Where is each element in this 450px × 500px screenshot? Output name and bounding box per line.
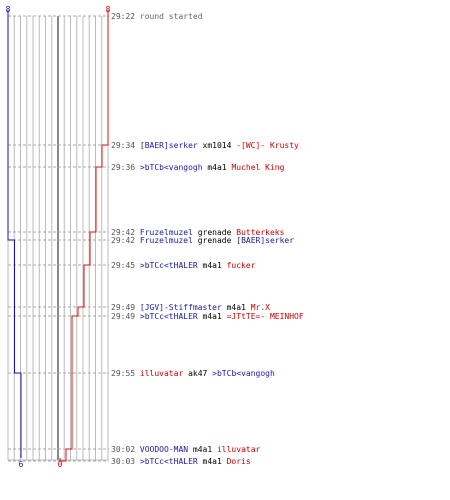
event-row: 29:49 >bTCc<tHALER m4a1 =JTtTE=- MEINHOF bbox=[111, 312, 304, 321]
blue-end-count: 6 bbox=[19, 460, 24, 469]
event-text: m4a1 bbox=[188, 445, 217, 454]
event-text: Doris bbox=[227, 457, 251, 466]
red-end-count: 0 bbox=[58, 460, 63, 469]
event-row: 29:22 round started bbox=[111, 12, 203, 21]
event-row: 29:49 [JGV]-Stiffmaster m4a1 Mr.X bbox=[111, 303, 270, 312]
event-text: [BAER]serker bbox=[140, 141, 198, 150]
event-text: ak47 bbox=[183, 369, 212, 378]
red-team-line bbox=[59, 10, 109, 462]
event-text: m4a1 bbox=[203, 163, 232, 172]
event-rows: 29:22 round started 29:34 [BAER]serker xm… bbox=[8, 12, 304, 466]
event-row: 29:55 illuvatar ak47 >bTCb<vangogh bbox=[111, 369, 275, 378]
event-row: 30:03 >bTCc<tHALER m4a1 Doris bbox=[111, 457, 251, 466]
event-text: illuvatar bbox=[140, 369, 184, 378]
event-time: 30:02 bbox=[111, 445, 140, 454]
event-row: 29:42 Fruzelmuzel grenade [BAER]serker bbox=[111, 236, 294, 245]
event-time: 29:34 bbox=[111, 141, 140, 150]
event-text: Butterkeks bbox=[236, 228, 284, 237]
event-text: >bTCc<tHALER bbox=[140, 312, 198, 321]
event-time: 29:22 bbox=[111, 12, 140, 21]
event-text: m4a1 bbox=[198, 261, 227, 270]
event-row: 30:02 VOODOO-MAN m4a1 illuvatar bbox=[111, 445, 261, 454]
event-time: 29:36 bbox=[111, 163, 140, 172]
event-text: [BAER]serker bbox=[236, 236, 294, 245]
event-text: >bTCc<tHALER bbox=[140, 457, 198, 466]
event-text: fucker bbox=[227, 261, 256, 270]
event-time: 29:42 bbox=[111, 236, 140, 245]
event-text: Fruzelmuzel bbox=[140, 228, 193, 237]
event-text: m4a1 bbox=[222, 303, 251, 312]
event-time: 29:49 bbox=[111, 303, 140, 312]
event-row: 29:36 >bTCb<vangogh m4a1 Muchel King bbox=[111, 163, 285, 172]
event-text: m4a1 bbox=[198, 457, 227, 466]
event-time: 29:49 bbox=[111, 312, 140, 321]
event-text: [JGV]-Stiffmaster bbox=[140, 303, 222, 312]
event-time: 29:55 bbox=[111, 369, 140, 378]
event-text: >bTCb<vangogh bbox=[140, 163, 203, 172]
event-row: 29:34 [BAER]serker xm1014 -[WC]- Krusty bbox=[111, 141, 299, 150]
event-text: Fruzelmuzel bbox=[140, 236, 193, 245]
grid-layer bbox=[7, 16, 109, 461]
event-text: round started bbox=[140, 12, 203, 21]
event-time: 30:03 bbox=[111, 457, 140, 466]
event-text: -[WC]- Krusty bbox=[236, 141, 299, 150]
event-row: 29:42 Fruzelmuzel grenade Butterkeks bbox=[111, 228, 285, 237]
event-text: Muchel King bbox=[231, 163, 284, 172]
event-text: grenade bbox=[193, 236, 236, 245]
blue-team-line bbox=[7, 10, 22, 458]
event-row: 29:45 >bTCc<tHALER m4a1 fucker bbox=[111, 261, 256, 270]
blue-start-count: 8 bbox=[6, 5, 11, 14]
event-text: >bTCc<tHALER bbox=[140, 261, 198, 270]
event-text: m4a1 bbox=[198, 312, 227, 321]
red-start-count: 8 bbox=[106, 5, 111, 14]
event-text: =JTtTE=- MEINHOF bbox=[227, 312, 304, 321]
event-text: xm1014 bbox=[198, 141, 237, 150]
event-text: grenade bbox=[193, 228, 236, 237]
event-text: >bTCb<vangogh bbox=[212, 369, 275, 378]
event-text: illuvatar bbox=[217, 445, 261, 454]
event-time: 29:45 bbox=[111, 261, 140, 270]
event-text: Mr.X bbox=[251, 303, 270, 312]
event-time: 29:42 bbox=[111, 228, 140, 237]
team-lines bbox=[7, 10, 109, 462]
event-text: VOODOO-MAN bbox=[140, 445, 188, 454]
count-labels: 8 8 6 0 bbox=[6, 5, 111, 469]
